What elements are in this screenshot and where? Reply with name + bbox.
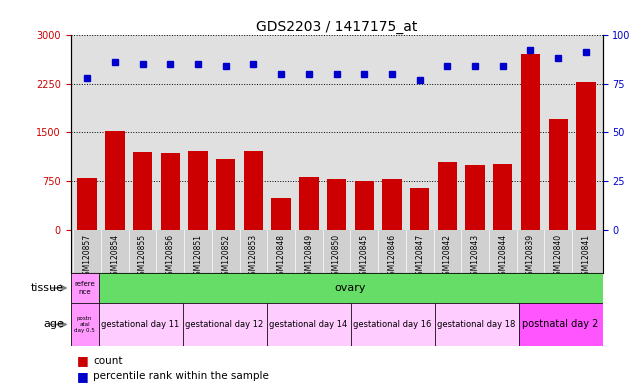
Text: GSM120839: GSM120839 (526, 234, 535, 280)
Text: gestational day 16: gestational day 16 (353, 320, 432, 329)
Text: GSM120847: GSM120847 (415, 234, 424, 280)
Text: gestational day 11: gestational day 11 (101, 320, 179, 329)
Bar (549, 119, 568, 230)
Bar (183, 303, 267, 346)
Bar (160, 153, 180, 230)
Bar (410, 188, 429, 230)
Text: ■: ■ (77, 370, 88, 383)
Text: GSM120843: GSM120843 (470, 234, 479, 280)
Bar (327, 179, 346, 230)
Bar (78, 178, 97, 230)
Text: tissue: tissue (31, 283, 64, 293)
Text: GSM120841: GSM120841 (581, 234, 590, 280)
Text: GSM120845: GSM120845 (360, 234, 369, 280)
Bar (71, 273, 99, 303)
Text: postn
atal
day 0.5: postn atal day 0.5 (74, 316, 95, 333)
Text: refere
nce: refere nce (74, 281, 95, 295)
Bar (576, 81, 595, 230)
Text: GSM120849: GSM120849 (304, 234, 313, 280)
Bar (465, 165, 485, 230)
Text: percentile rank within the sample: percentile rank within the sample (93, 371, 269, 381)
Text: postnatal day 2: postnatal day 2 (522, 319, 599, 329)
Bar (519, 303, 603, 346)
Bar (382, 179, 402, 230)
Bar (493, 164, 513, 230)
Bar (99, 303, 183, 346)
Text: gestational day 14: gestational day 14 (269, 320, 347, 329)
Text: gestational day 12: gestational day 12 (185, 320, 263, 329)
Text: ovary: ovary (335, 283, 366, 293)
Bar (267, 303, 351, 346)
Text: GSM120850: GSM120850 (332, 234, 341, 280)
Text: GSM120846: GSM120846 (387, 234, 396, 280)
Bar (71, 303, 99, 346)
Bar (133, 152, 153, 230)
Bar (351, 303, 435, 346)
Text: GSM120852: GSM120852 (221, 234, 230, 280)
Bar (520, 54, 540, 230)
Bar (435, 303, 519, 346)
Text: GSM120842: GSM120842 (443, 234, 452, 280)
Text: GSM120857: GSM120857 (83, 234, 92, 280)
Text: age: age (43, 319, 64, 329)
Title: GDS2203 / 1417175_at: GDS2203 / 1417175_at (256, 20, 417, 33)
Bar (299, 177, 319, 230)
Bar (271, 199, 291, 230)
Bar (354, 181, 374, 230)
Text: GSM120853: GSM120853 (249, 234, 258, 280)
Text: GSM120840: GSM120840 (554, 234, 563, 280)
Text: GSM120856: GSM120856 (166, 234, 175, 280)
Text: count: count (93, 356, 122, 366)
Bar (216, 159, 235, 230)
Text: GSM120855: GSM120855 (138, 234, 147, 280)
Text: GSM120844: GSM120844 (498, 234, 507, 280)
Bar (244, 151, 263, 230)
Text: GSM120851: GSM120851 (194, 234, 203, 280)
Text: ■: ■ (77, 354, 88, 367)
Text: gestational day 18: gestational day 18 (437, 320, 516, 329)
Bar (188, 151, 208, 230)
Text: GSM120848: GSM120848 (277, 234, 286, 280)
Bar (438, 162, 457, 230)
Text: GSM120854: GSM120854 (110, 234, 119, 280)
Bar (105, 131, 124, 230)
